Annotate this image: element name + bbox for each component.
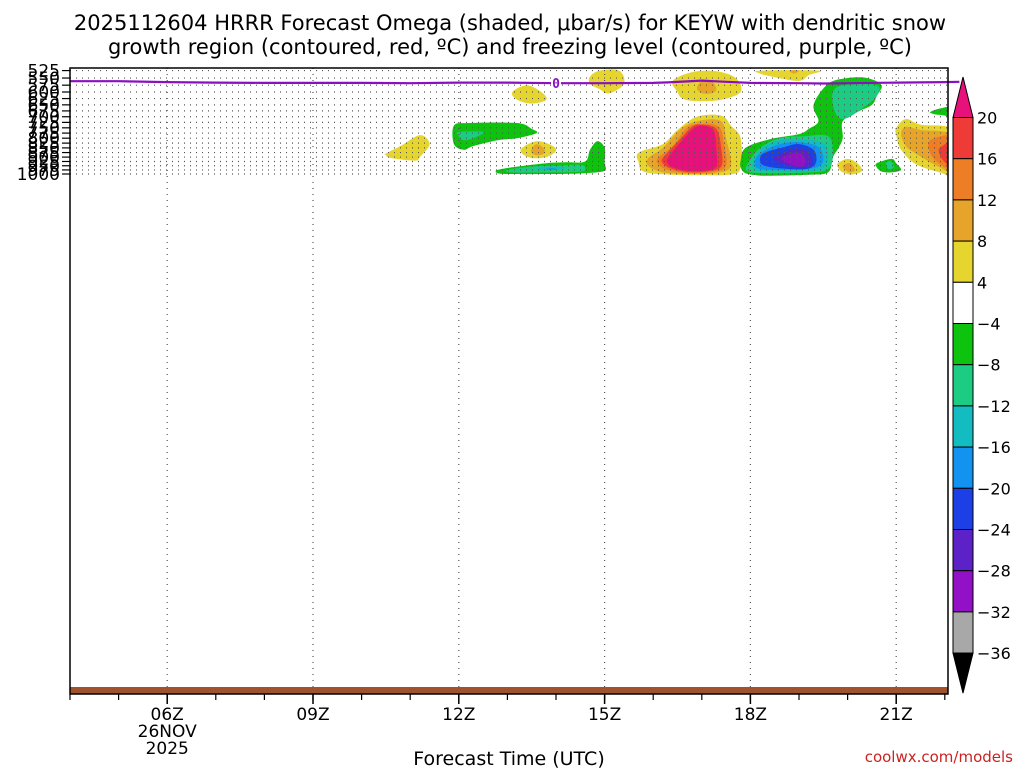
plot-gridlines <box>70 68 948 687</box>
ground-surface <box>70 687 948 694</box>
y-tick-label: 725 <box>28 113 60 133</box>
y-axis: 5255505756006256506757007257507758008258… <box>17 62 70 185</box>
orange-region <box>842 163 855 173</box>
yellow-region <box>511 85 547 104</box>
y-tick-label: 700 <box>28 108 60 128</box>
dark-orange-region <box>928 135 948 170</box>
y-tick-label: 750 <box>28 119 60 139</box>
colorbar: 20 16 12 8 4 −4 −8 −12 −16 −20 −24 −28 −32 −36 <box>952 76 1011 694</box>
y-tick-label: 575 <box>28 76 60 96</box>
orange-region <box>696 79 717 94</box>
colorbar-bin <box>952 405 974 448</box>
orange-region <box>531 144 545 156</box>
y-tick-label: 800 <box>28 129 60 149</box>
y-tick-label: 850 <box>28 139 60 159</box>
plot-frame <box>69 67 949 695</box>
credit-text: coolwx.com/models <box>865 748 1013 766</box>
colorbar-bin <box>952 364 974 407</box>
yellow-region <box>384 135 430 161</box>
teal-region <box>832 84 880 119</box>
freezing-level-label-bg <box>551 76 561 91</box>
colorbar-label: −4 <box>977 315 1001 334</box>
colorbar-bottom-arrow <box>952 652 974 694</box>
colorbar-label: 16 <box>977 150 997 169</box>
chart-title-line1: 2025112604 HRRR Forecast Omega (shaded, … <box>74 11 946 35</box>
colorbar-label: −36 <box>977 644 1011 663</box>
green-region <box>452 122 538 150</box>
x-axis-label: Forecast Time (UTC) <box>413 748 604 768</box>
freezing-level-line <box>70 79 960 85</box>
colorbar-label: −28 <box>977 562 1011 581</box>
colorbar-bin <box>952 611 974 654</box>
colorbar-label: −12 <box>977 397 1011 416</box>
y-tick-label: 975 <box>28 161 60 181</box>
x-tick-label: 12Z <box>442 705 475 725</box>
x-tick-label: 09Z <box>296 705 329 725</box>
colorbar-bin <box>952 240 974 283</box>
x-tick-year: 2025 <box>146 739 189 759</box>
colorbar-label: 20 <box>977 109 997 128</box>
x-tick-label: 06Z <box>151 705 184 725</box>
freezing-level-contour: 0 <box>70 76 960 92</box>
y-tick-label: 825 <box>28 134 60 154</box>
y-tick-label: 650 <box>28 96 60 116</box>
y-tick-label: 550 <box>28 69 60 89</box>
omega-shading <box>384 69 948 177</box>
colorbar-bin <box>952 487 974 530</box>
y-tick-label: 950 <box>28 157 60 177</box>
y-tick-label: 775 <box>28 124 60 144</box>
colorbar-label: −16 <box>977 438 1011 457</box>
x-tick-label: 21Z <box>880 705 913 725</box>
y-tick-label: 675 <box>28 102 60 122</box>
colorbar-bin <box>952 158 974 201</box>
y-tick-label: 875 <box>28 144 60 164</box>
green-region <box>930 106 948 117</box>
colorbar-bin <box>952 529 974 572</box>
teal-region <box>456 131 484 141</box>
x-tick-label: 15Z <box>588 705 621 725</box>
colorbar-label: 8 <box>977 232 987 251</box>
freezing-level-label: 0 <box>552 77 560 92</box>
colorbar-label: −32 <box>977 603 1011 622</box>
y-tick-label: 1000 <box>17 165 60 185</box>
colorbar-bin <box>952 199 974 242</box>
chart-title-line2: growth region (contoured, red, ºC) and f… <box>108 35 912 59</box>
colorbar-bin <box>952 570 974 613</box>
colorbar-label: −20 <box>977 479 1011 498</box>
x-tick-label: 18Z <box>734 705 767 725</box>
colorbar-bin <box>952 446 974 489</box>
y-tick-label: 600 <box>28 83 60 103</box>
colorbar-label: 12 <box>977 191 997 210</box>
magenta-region <box>666 125 718 172</box>
teal-region <box>886 161 894 170</box>
purple-region <box>781 152 807 167</box>
x-tick-date: 26NOV <box>138 722 197 742</box>
y-tick-label: 925 <box>28 152 60 172</box>
colorbar-label: 4 <box>977 273 987 292</box>
yellow-region <box>588 69 625 94</box>
yellow-region <box>755 70 821 81</box>
colorbar-bin <box>952 281 974 324</box>
colorbar-bin <box>952 323 974 366</box>
colorbar-label: −24 <box>977 521 1011 540</box>
colorbar-top-arrow <box>952 76 974 118</box>
y-tick-label: 525 <box>28 62 60 82</box>
y-tick-label: 625 <box>28 90 60 110</box>
y-tick-label: 900 <box>28 148 60 168</box>
colorbar-label: −8 <box>977 356 1001 375</box>
colorbar-bin <box>952 117 974 160</box>
blue-region <box>546 168 557 170</box>
